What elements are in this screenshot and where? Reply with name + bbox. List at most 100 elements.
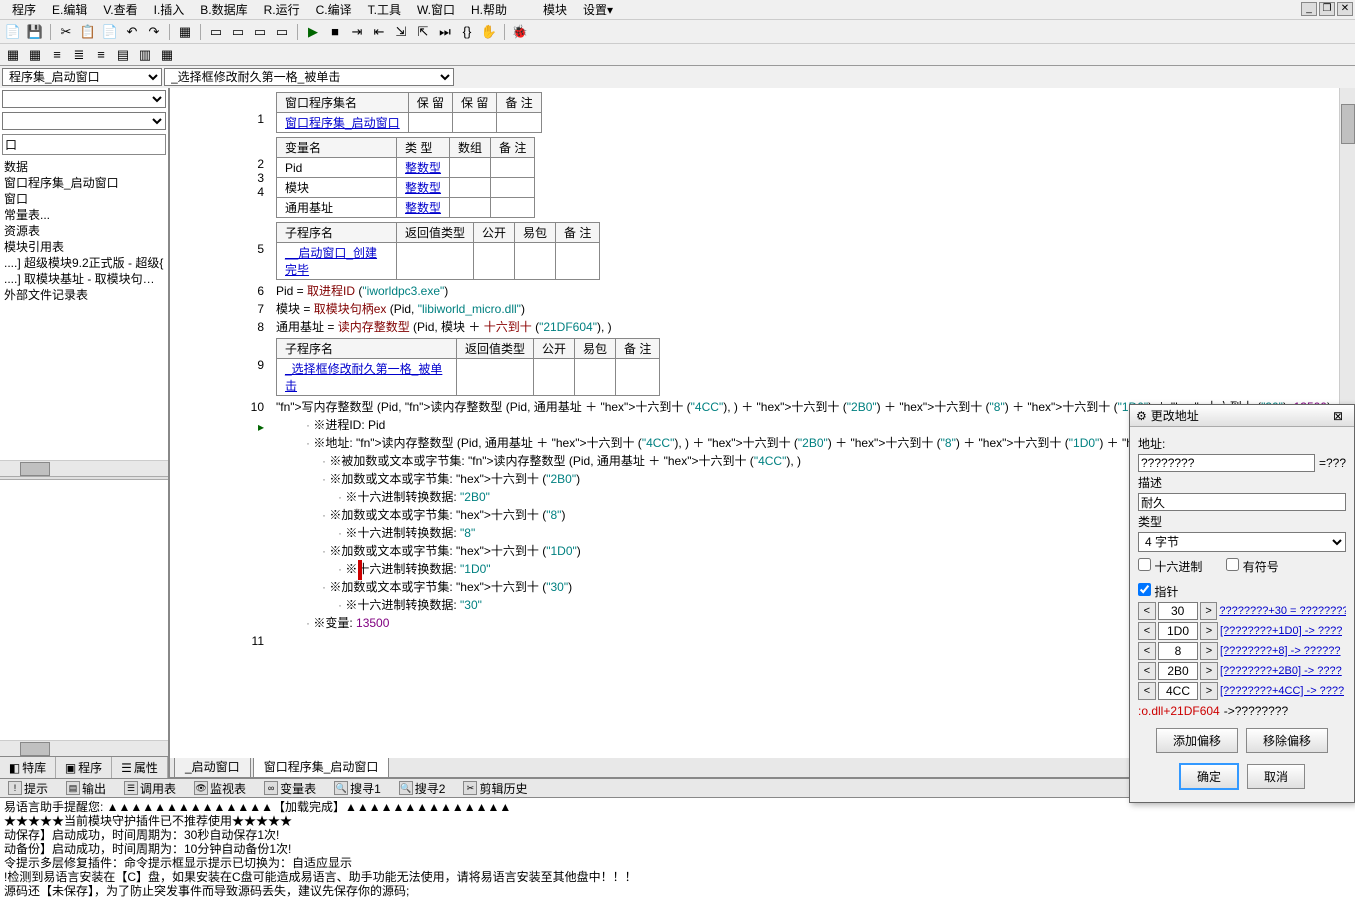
output-tab[interactable]: 👁监视表 (190, 778, 250, 799)
fmt-icon[interactable]: ▤ (114, 46, 132, 64)
maximize-button[interactable]: ❐ (1319, 2, 1335, 16)
tree-item[interactable]: 资源表 (2, 223, 166, 239)
ptr-dec[interactable]: < (1138, 642, 1156, 660)
minimize-button[interactable]: _ (1301, 2, 1317, 16)
desc-input[interactable] (1138, 493, 1346, 511)
left-tab[interactable]: ▣程序 (56, 757, 112, 778)
tree-item[interactable]: 模块引用表 (2, 239, 166, 255)
cut-icon[interactable]: ✂ (57, 23, 75, 41)
output-tab[interactable]: !提示 (4, 778, 52, 799)
new-icon[interactable]: 📄 (4, 23, 22, 41)
tree-hscroll[interactable] (0, 460, 168, 476)
addr-input[interactable] (1138, 454, 1315, 472)
tree-item[interactable]: 窗口 (2, 191, 166, 207)
paste-icon[interactable]: 📄 (101, 23, 119, 41)
signed-checkbox[interactable] (1226, 558, 1239, 571)
align-icon[interactable]: ▭ (207, 23, 225, 41)
left-tab[interactable]: ☰属性 (112, 757, 168, 778)
ptr-link[interactable]: [????????+4CC] -> ???? (1220, 685, 1344, 697)
menu-item[interactable]: 设置▾ (575, 0, 621, 20)
project-tree[interactable]: 数据 窗口程序集_启动窗口 窗口 常量表... 资源表 模块引用表 ....] … (0, 157, 168, 460)
class-combo[interactable]: 程序集_启动窗口 (2, 68, 162, 86)
ptr-offset-input[interactable] (1158, 642, 1198, 660)
brace-icon[interactable]: {} (458, 23, 476, 41)
menu-item[interactable]: H.帮助 (463, 0, 515, 20)
menu-item[interactable]: 程序 (4, 0, 44, 20)
menu-item[interactable]: T.工具 (360, 0, 409, 20)
editor-tab[interactable]: _启动窗口 (174, 755, 251, 777)
ptr-offset-input[interactable] (1158, 662, 1198, 680)
ptr-offset-input[interactable] (1158, 622, 1198, 640)
output-tab[interactable]: 🔍搜寻1 (330, 778, 385, 799)
fmt-icon[interactable]: ▦ (4, 46, 22, 64)
align-icon[interactable]: ▭ (251, 23, 269, 41)
tree-item[interactable]: 窗口程序集_启动窗口 (2, 175, 166, 191)
step-icon[interactable]: ⇥ (348, 23, 366, 41)
menu-item[interactable]: I.插入 (146, 0, 193, 20)
menu-item[interactable]: V.查看 (95, 0, 145, 20)
type-select[interactable]: 4 字节 (1138, 532, 1346, 552)
output-tab[interactable]: 🔍搜寻2 (395, 778, 450, 799)
fmt-icon[interactable]: ▦ (26, 46, 44, 64)
bug-icon[interactable]: 🐞 (511, 23, 529, 41)
fmt-icon[interactable]: ≣ (70, 46, 88, 64)
step-icon[interactable]: ⇱ (414, 23, 432, 41)
pointer-checkbox[interactable] (1138, 583, 1151, 596)
menu-item[interactable]: C.编译 (308, 0, 360, 20)
align-icon[interactable]: ▭ (229, 23, 247, 41)
left-combo-1[interactable] (2, 90, 166, 108)
menu-item[interactable]: R.运行 (256, 0, 308, 20)
ptr-link[interactable]: [????????+8] -> ?????? (1220, 645, 1341, 657)
fmt-icon[interactable]: ▥ (136, 46, 154, 64)
step-icon[interactable]: ⇤ (370, 23, 388, 41)
tree-item[interactable]: ....] 超级模块9.2正式版 - 超级{ (2, 255, 166, 271)
copy-icon[interactable]: 📋 (79, 23, 97, 41)
output-tab[interactable]: ▤输出 (62, 778, 110, 799)
close-button[interactable]: ✕ (1337, 2, 1353, 16)
ptr-dec[interactable]: < (1138, 622, 1156, 640)
fmt-icon[interactable]: ≡ (48, 46, 66, 64)
run-icon[interactable]: ▶ (304, 23, 322, 41)
fmt-icon[interactable]: ≡ (92, 46, 110, 64)
ptr-link[interactable]: ????????+30 = ???????? (1219, 605, 1346, 617)
ptr-inc[interactable]: > (1200, 642, 1218, 660)
fmt-icon[interactable]: ▦ (158, 46, 176, 64)
ptr-dec[interactable]: < (1138, 662, 1156, 680)
ptr-offset-input[interactable] (1158, 682, 1198, 700)
ptr-dec[interactable]: < (1138, 682, 1156, 700)
output-tab[interactable]: ☰调用表 (120, 778, 180, 799)
menu-item[interactable]: E.编辑 (44, 0, 95, 20)
output-tab[interactable]: ✂剪辑历史 (459, 778, 531, 799)
save-icon[interactable]: 💾 (26, 23, 44, 41)
menu-item[interactable]: W.窗口 (409, 0, 463, 20)
method-combo[interactable]: _选择框修改耐久第一格_被单击 (164, 68, 454, 86)
left-tab[interactable]: ◧特库 (0, 757, 56, 778)
tree-item[interactable]: ....] 取模块基址 - 取模块句柄.e (2, 271, 166, 287)
ptr-inc[interactable]: > (1200, 662, 1218, 680)
ptr-inc[interactable]: > (1200, 682, 1218, 700)
step-icon[interactable]: ⇲ (392, 23, 410, 41)
align-icon[interactable]: ▭ (273, 23, 291, 41)
remove-offset-button[interactable]: 移除偏移 (1246, 728, 1328, 753)
hand-icon[interactable]: ✋ (480, 23, 498, 41)
stop-icon[interactable]: ■ (326, 23, 344, 41)
editor-tab[interactable]: 窗口程序集_启动窗口 (253, 755, 390, 777)
add-offset-button[interactable]: 添加偏移 (1156, 728, 1238, 753)
ptr-inc[interactable]: > (1200, 602, 1218, 620)
lower-hscroll[interactable] (0, 740, 168, 756)
menu-item[interactable]: 模块 (535, 0, 575, 20)
ptr-dec[interactable]: < (1138, 602, 1156, 620)
form-icon[interactable]: ▦ (176, 23, 194, 41)
ptr-inc[interactable]: > (1200, 622, 1218, 640)
menu-item[interactable]: B.数据库 (192, 0, 255, 20)
tree-item[interactable]: 数据 (2, 159, 166, 175)
tree-item[interactable]: 外部文件记录表 (2, 287, 166, 303)
tree-item[interactable]: 常量表... (2, 207, 166, 223)
hex-checkbox[interactable] (1138, 558, 1151, 571)
dialog-close-icon[interactable]: ⊠ (1328, 409, 1348, 423)
ptr-link[interactable]: [????????+2B0] -> ???? (1220, 665, 1342, 677)
step-icon[interactable]: ⏭ (436, 23, 454, 41)
ptr-link[interactable]: [????????+1D0] -> ???? (1220, 625, 1342, 637)
ok-button[interactable]: 确定 (1179, 763, 1239, 790)
expand-arrow-icon[interactable]: ▸ (258, 420, 264, 434)
